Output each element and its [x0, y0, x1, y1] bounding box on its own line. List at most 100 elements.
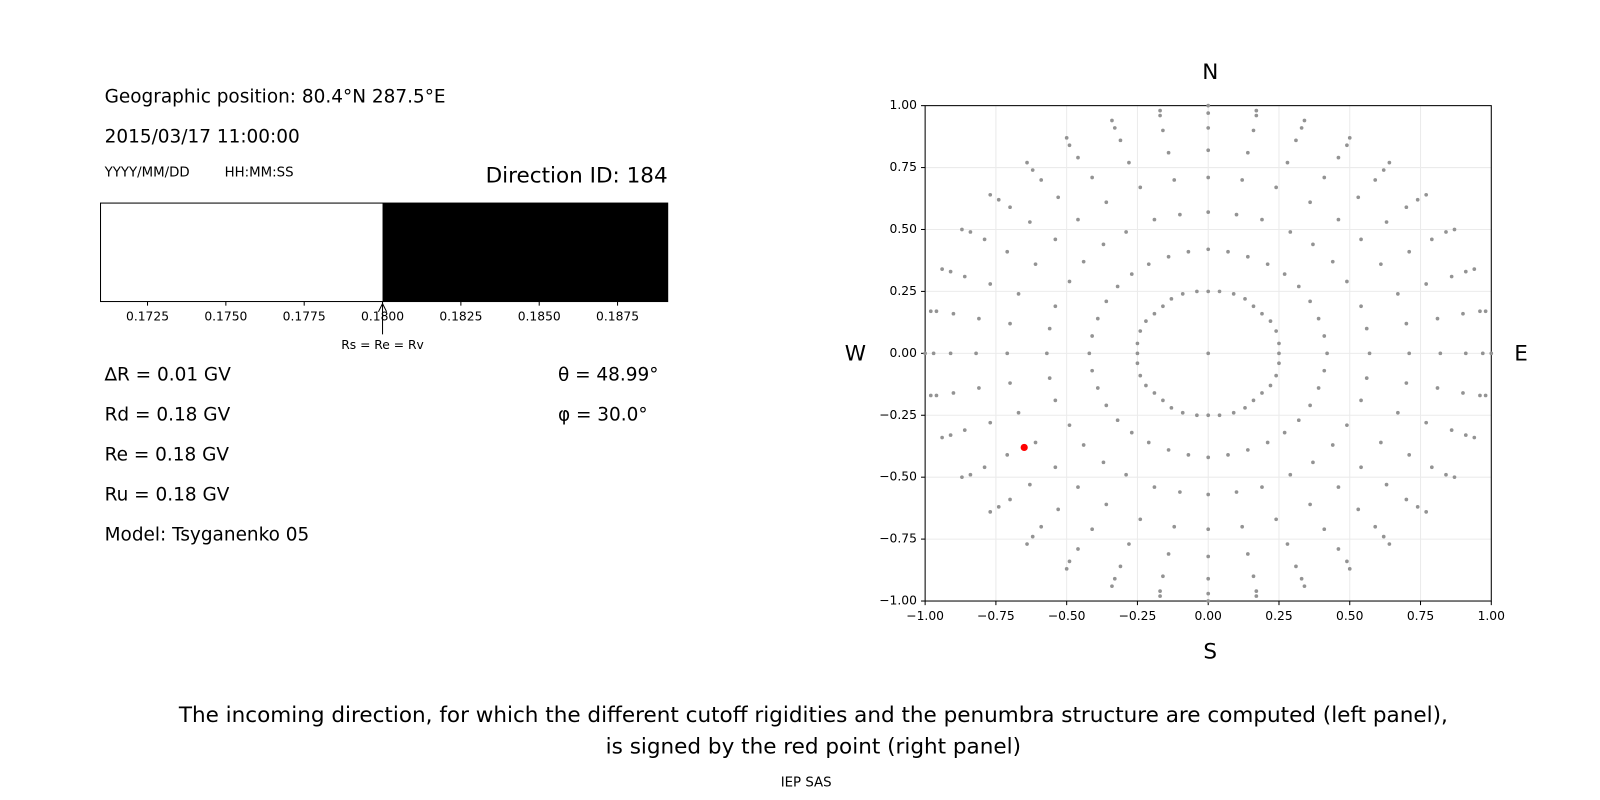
direction-point: [1359, 304, 1363, 309]
direction-point: [1081, 443, 1086, 447]
x-tick-label: −1.00: [906, 609, 944, 623]
direction-point: [1404, 497, 1409, 502]
direction-point: [1095, 316, 1100, 321]
direction-point: [1444, 472, 1448, 477]
direction-point: [1373, 178, 1378, 182]
direction-point: [1404, 205, 1409, 210]
direction-point: [1101, 242, 1106, 247]
direction-point: [1322, 527, 1327, 532]
direction-point: [1424, 192, 1429, 197]
direction-point: [1330, 443, 1335, 447]
direction-point: [1090, 368, 1094, 373]
direction-point: [1217, 289, 1222, 294]
direction-point: [1090, 334, 1094, 338]
direction-point: [1285, 542, 1290, 546]
direction-point: [1053, 398, 1058, 403]
direction-point: [1076, 547, 1080, 551]
model: Model: Tsyganenko 05: [105, 524, 310, 545]
direction-point: [1387, 160, 1392, 165]
caption: The incoming direction, for which the di…: [178, 703, 1448, 728]
direction-point: [1356, 507, 1361, 512]
direction-point: [928, 393, 933, 398]
compass-label: N: [1202, 60, 1218, 85]
direction-point: [934, 309, 939, 314]
direction-point: [1206, 591, 1211, 596]
direction-point: [1396, 410, 1400, 415]
direction-point: [1206, 247, 1211, 252]
direction-point: [1444, 230, 1448, 234]
direction-point: [1206, 126, 1211, 130]
x-tick-label: 0.1725: [126, 309, 169, 323]
direction-point: [1274, 517, 1278, 522]
direction-point: [1472, 435, 1477, 440]
direction-point: [1104, 299, 1109, 304]
direction-point: [1260, 217, 1264, 222]
direction-point: [974, 351, 978, 356]
x-tick-label: 0.1825: [439, 309, 482, 323]
direction-point: [1483, 393, 1488, 398]
direction-point: [1144, 383, 1148, 388]
direction-point: [1064, 566, 1069, 571]
direction-point: [1245, 552, 1250, 556]
direction-point: [1008, 321, 1012, 326]
direction-point: [1308, 299, 1312, 304]
direction-point: [1277, 341, 1281, 346]
direction-point: [1104, 200, 1109, 205]
direction-point: [1124, 472, 1128, 477]
direction-point: [1322, 368, 1327, 373]
direction-point: [1166, 448, 1171, 452]
x-tick-label: 0.1750: [204, 309, 247, 323]
direction-point: [1104, 403, 1109, 408]
direction-point: [1381, 168, 1386, 172]
direction-point: [1087, 351, 1092, 356]
direction-point: [1282, 430, 1287, 435]
direction-point: [1311, 242, 1315, 247]
direction-point: [1449, 428, 1454, 432]
direction-point: [1045, 351, 1049, 356]
direction-point: [1118, 138, 1123, 143]
direction-point: [962, 274, 967, 279]
x-tick-label: 0.1875: [596, 309, 639, 323]
direction-point: [1144, 319, 1148, 323]
direction-point: [1243, 405, 1247, 410]
direction-point: [1234, 212, 1239, 217]
direction-point: [1206, 576, 1211, 581]
direction-point: [1067, 279, 1072, 284]
compass-label: S: [1203, 639, 1217, 664]
direction-point: [1254, 113, 1259, 118]
direction-point: [1039, 524, 1044, 529]
direction-point: [1138, 185, 1143, 190]
direction-point: [1364, 376, 1369, 380]
direction-point: [1095, 386, 1100, 390]
direction-id: Direction ID: 184: [486, 163, 668, 188]
direction-point: [1206, 554, 1211, 559]
direction-point: [1461, 391, 1465, 395]
direction-point: [988, 282, 993, 286]
direction-point: [1282, 272, 1287, 276]
annotation: Rs = Re = Rv: [341, 338, 424, 352]
date-format: YYYY/MM/DD: [104, 165, 190, 180]
x-tick-label: −0.25: [1119, 609, 1157, 623]
direction-point: [1067, 423, 1072, 428]
direction-point: [1172, 178, 1177, 182]
direction-point: [1064, 135, 1069, 140]
direction-point: [1268, 319, 1273, 323]
direction-point: [1056, 195, 1061, 200]
rd: Rd = 0.18 GV: [105, 404, 231, 425]
y-tick-label: 0.75: [890, 160, 917, 174]
direction-point: [1245, 448, 1250, 452]
direction-point: [1254, 108, 1259, 113]
direction-point: [1345, 559, 1349, 564]
direction-point: [1033, 440, 1038, 445]
direction-point: [1379, 262, 1383, 267]
direction-point: [1489, 351, 1494, 356]
direction-point: [1076, 217, 1080, 222]
direction-point: [1053, 465, 1058, 470]
direction-point: [1152, 485, 1157, 489]
direction-point: [1294, 564, 1298, 569]
direction-point: [1016, 292, 1021, 296]
direction-point: [1478, 309, 1482, 314]
direction-point: [1452, 475, 1457, 480]
direction-point: [948, 351, 953, 356]
